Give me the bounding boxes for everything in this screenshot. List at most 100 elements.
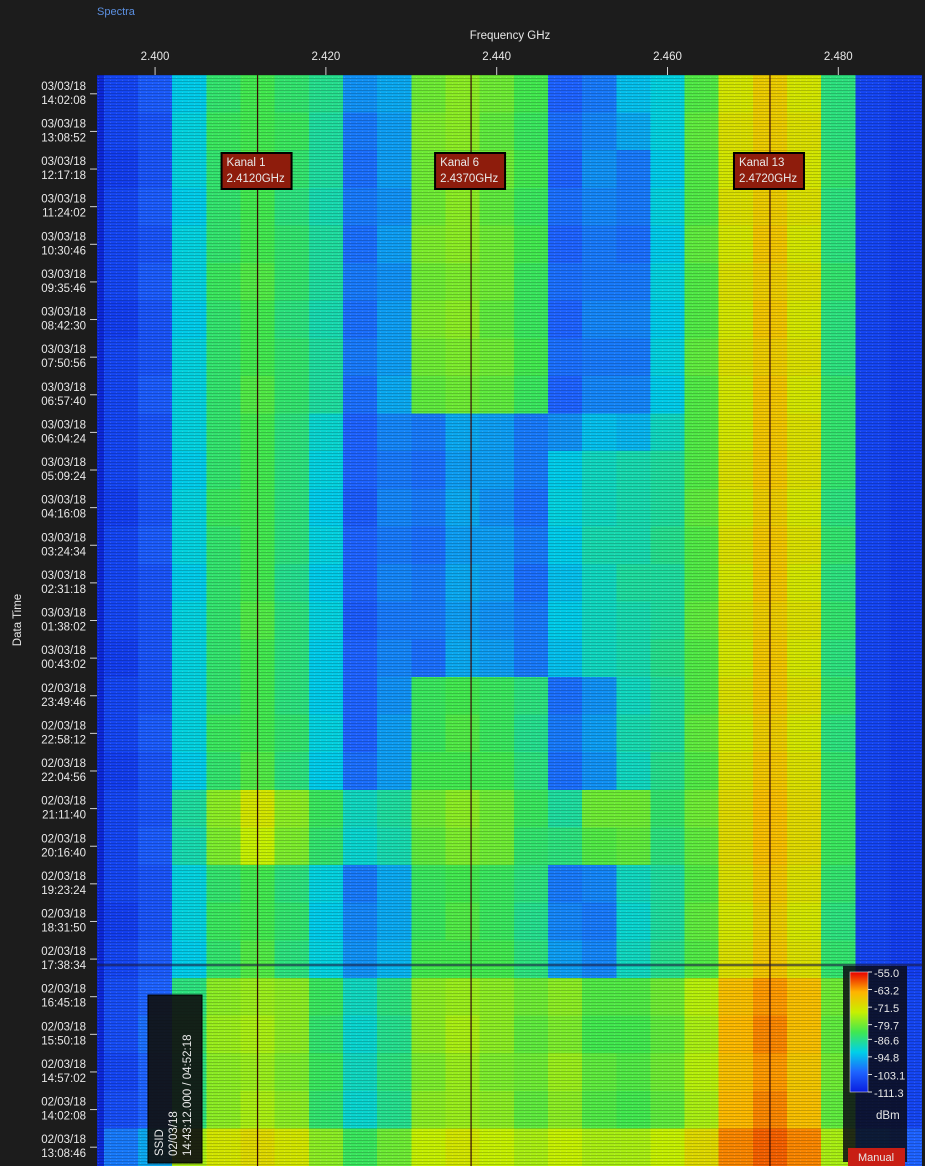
heatmap-cell bbox=[650, 225, 685, 263]
heatmap-cell bbox=[309, 526, 344, 564]
heatmap-cell bbox=[104, 489, 139, 527]
heatmap-cell bbox=[548, 903, 583, 941]
heatmap-cell bbox=[548, 451, 583, 489]
heatmap-cell bbox=[445, 715, 480, 753]
heatmap-cell bbox=[890, 376, 925, 414]
heatmap-cell bbox=[821, 827, 856, 865]
heatmap-cell bbox=[343, 602, 378, 640]
heatmap-cell bbox=[719, 414, 754, 452]
heatmap-cell bbox=[480, 301, 515, 339]
heatmap-cell bbox=[480, 865, 515, 903]
heatmap-cell bbox=[650, 564, 685, 602]
heatmap-cell bbox=[275, 978, 310, 1016]
heatmap-cell bbox=[719, 225, 754, 263]
heatmap-cell bbox=[104, 150, 139, 188]
heatmap-cell bbox=[685, 225, 720, 263]
y-tick-time: 07:50:56 bbox=[41, 358, 86, 370]
heatmap-cell bbox=[855, 414, 890, 452]
heatmap-cell bbox=[548, 1053, 583, 1091]
heatmap-cell bbox=[343, 715, 378, 753]
y-tick-date: 03/03/18 bbox=[41, 419, 86, 431]
heatmap-cell bbox=[582, 827, 617, 865]
heatmap-cell bbox=[719, 790, 754, 828]
heatmap-cell bbox=[719, 1091, 754, 1129]
marker-value: 2.4120GHz bbox=[227, 173, 285, 185]
heatmap-cell bbox=[377, 1128, 412, 1166]
heatmap-cell bbox=[514, 113, 549, 151]
heatmap-cell bbox=[514, 564, 549, 602]
heatmap-cell bbox=[343, 489, 378, 527]
heatmap-cell bbox=[377, 790, 412, 828]
heatmap-cell bbox=[650, 978, 685, 1016]
heatmap-cell bbox=[514, 150, 549, 188]
cursor-title: SSID bbox=[154, 1129, 166, 1156]
heatmap-cell bbox=[309, 827, 344, 865]
heatmap-cell bbox=[548, 564, 583, 602]
heatmap-cell bbox=[445, 225, 480, 263]
heatmap-cell bbox=[411, 1016, 446, 1054]
heatmap-cell bbox=[377, 376, 412, 414]
heatmap-cell bbox=[309, 263, 344, 301]
heatmap-cell bbox=[411, 263, 446, 301]
heatmap-cell bbox=[616, 677, 651, 715]
y-tick-date: 02/03/18 bbox=[41, 1134, 86, 1146]
heatmap-cell bbox=[480, 414, 515, 452]
heatmap-cell bbox=[411, 978, 446, 1016]
heatmap-cell bbox=[309, 451, 344, 489]
heatmap-cell bbox=[616, 526, 651, 564]
heatmap-cell bbox=[411, 376, 446, 414]
heatmap-cell bbox=[582, 940, 617, 978]
heatmap-cell bbox=[616, 75, 651, 113]
heatmap-cell bbox=[514, 1016, 549, 1054]
heatmap-cell bbox=[582, 1016, 617, 1054]
heatmap-cell bbox=[172, 263, 207, 301]
heatmap-cell bbox=[890, 903, 925, 941]
heatmap-cell bbox=[582, 113, 617, 151]
y-tick-time: 00:43:02 bbox=[41, 659, 86, 671]
heatmap-cell bbox=[206, 1053, 241, 1091]
heatmap-cell bbox=[821, 752, 856, 790]
colorbar-tick-label: -86.6 bbox=[874, 1035, 899, 1047]
heatmap-cell bbox=[685, 1091, 720, 1129]
heatmap-cell bbox=[343, 526, 378, 564]
y-tick-date: 02/03/18 bbox=[41, 796, 86, 808]
heatmap-cell bbox=[104, 526, 139, 564]
heatmap-cell bbox=[377, 414, 412, 452]
heatmap-cell bbox=[855, 188, 890, 226]
heatmap-cell bbox=[275, 451, 310, 489]
heatmap-cell bbox=[206, 113, 241, 151]
mode-button-label[interactable]: Manual bbox=[858, 1152, 894, 1164]
heatmap-cell bbox=[104, 1128, 139, 1166]
heatmap-cell bbox=[309, 414, 344, 452]
heatmap-cell bbox=[855, 338, 890, 376]
heatmap-cell bbox=[787, 903, 822, 941]
heatmap-cell bbox=[821, 150, 856, 188]
heatmap-cell bbox=[275, 338, 310, 376]
heatmap-cell bbox=[377, 150, 412, 188]
heatmap-cell bbox=[855, 451, 890, 489]
heatmap-cell bbox=[104, 451, 139, 489]
heatmap-cell bbox=[377, 865, 412, 903]
heatmap-cell bbox=[411, 338, 446, 376]
heatmap-cell bbox=[275, 752, 310, 790]
heatmap-cell bbox=[719, 489, 754, 527]
heatmap-cell bbox=[480, 1091, 515, 1129]
heatmap-cell bbox=[309, 1016, 344, 1054]
heatmap-cell bbox=[445, 301, 480, 339]
heatmap-cell bbox=[445, 376, 480, 414]
heatmap-cell bbox=[890, 526, 925, 564]
heatmap-cell bbox=[719, 526, 754, 564]
heatmap-cell bbox=[138, 715, 173, 753]
heatmap-cell bbox=[104, 602, 139, 640]
y-tick-date: 02/03/18 bbox=[41, 720, 86, 732]
colorbar-tick-label: -79.7 bbox=[874, 1021, 899, 1033]
heatmap-cell bbox=[514, 865, 549, 903]
heatmap-cell bbox=[309, 639, 344, 677]
heatmap-cell bbox=[582, 526, 617, 564]
heatmap-cell bbox=[138, 940, 173, 978]
heatmap-cell bbox=[821, 903, 856, 941]
heatmap-cell bbox=[650, 677, 685, 715]
y-axis-title: Data Time bbox=[12, 594, 24, 646]
heatmap-cell bbox=[514, 1091, 549, 1129]
heatmap-cell bbox=[616, 564, 651, 602]
